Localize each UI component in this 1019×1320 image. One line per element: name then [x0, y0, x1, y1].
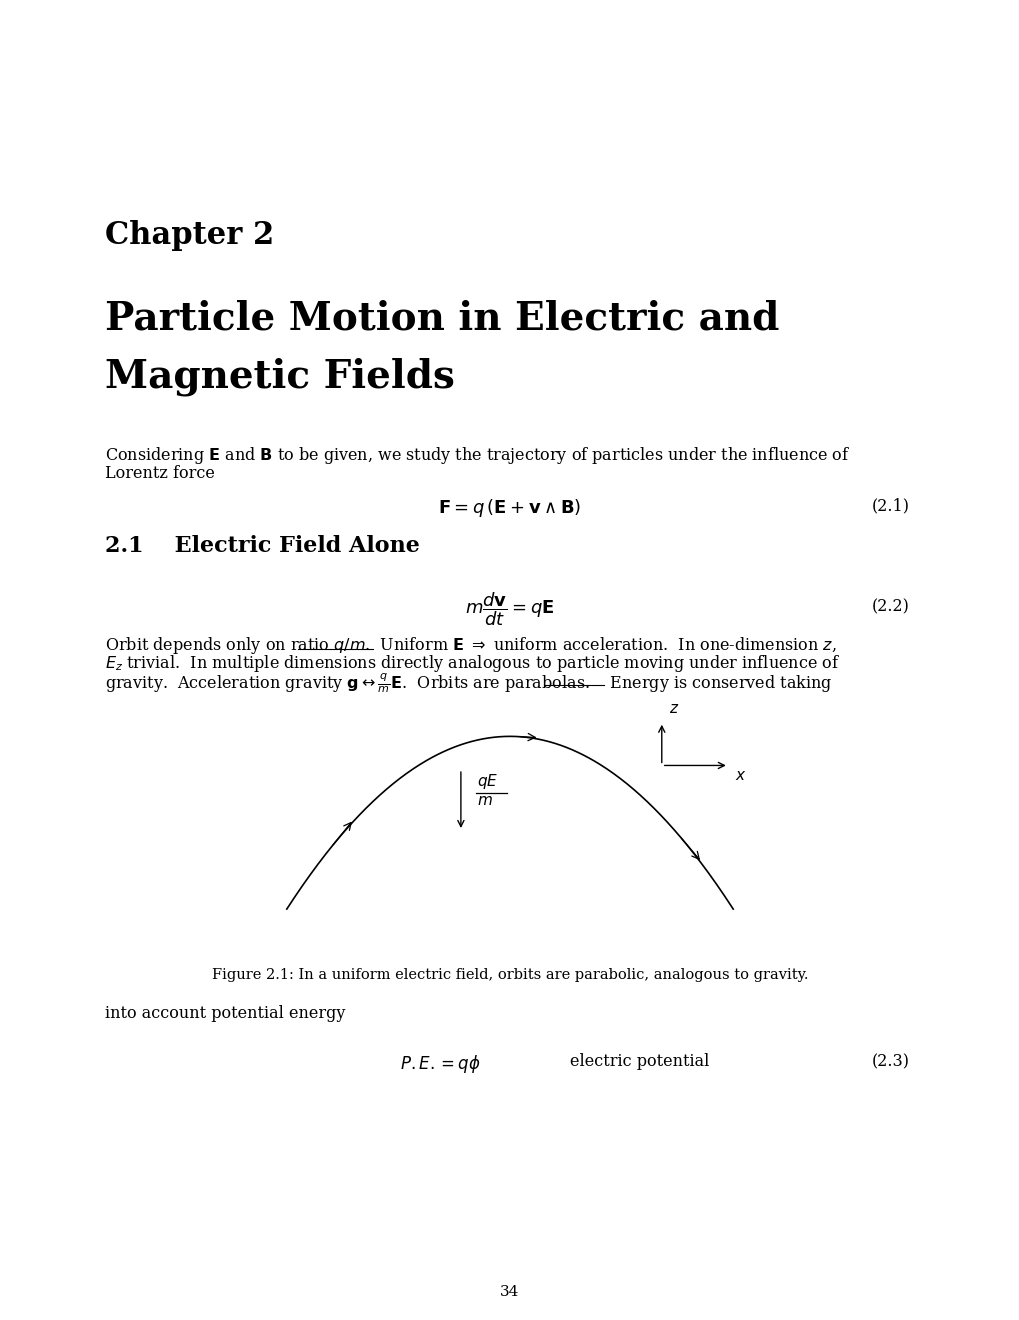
Text: $m$: $m$: [477, 795, 492, 808]
Text: Orbit depends only on ratio $q/m$.  Uniform $\mathbf{E}$ $\Rightarrow$ uniform a: Orbit depends only on ratio $q/m$. Unifo…: [105, 635, 836, 656]
Text: Particle Motion in Electric and: Particle Motion in Electric and: [105, 300, 779, 338]
Text: gravity.  Acceleration gravity $\mathbf{g} \leftrightarrow \frac{q}{m}\mathbf{E}: gravity. Acceleration gravity $\mathbf{g…: [105, 671, 832, 694]
Text: $x$: $x$: [735, 770, 746, 783]
Text: $z$: $z$: [668, 702, 679, 715]
Text: 34: 34: [500, 1284, 519, 1299]
Text: Figure 2.1: In a uniform electric field, orbits are parabolic, analogous to grav: Figure 2.1: In a uniform electric field,…: [212, 968, 807, 982]
Text: Chapter 2: Chapter 2: [105, 220, 274, 251]
Text: $E_z$ trivial.  In multiple dimensions directly analogous to particle moving und: $E_z$ trivial. In multiple dimensions di…: [105, 653, 840, 675]
Text: Considering $\mathbf{E}$ and $\mathbf{B}$ to be given, we study the trajectory o: Considering $\mathbf{E}$ and $\mathbf{B}…: [105, 445, 850, 466]
Text: (2.1): (2.1): [871, 498, 909, 513]
Text: Lorentz force: Lorentz force: [105, 465, 215, 482]
Text: electric potential: electric potential: [570, 1053, 708, 1071]
Text: 2.1    Electric Field Alone: 2.1 Electric Field Alone: [105, 535, 420, 557]
Text: (2.3): (2.3): [871, 1053, 909, 1071]
Text: $qE$: $qE$: [477, 772, 497, 791]
Text: (2.2): (2.2): [871, 598, 909, 615]
Text: Magnetic Fields: Magnetic Fields: [105, 358, 454, 396]
Text: $m\dfrac{d\mathbf{v}}{dt} = q\mathbf{E}$: $m\dfrac{d\mathbf{v}}{dt} = q\mathbf{E}$: [465, 590, 554, 627]
Text: into account potential energy: into account potential energy: [105, 1005, 345, 1022]
Text: $\mathbf{F} = q\,(\mathbf{E} + \mathbf{v} \wedge \mathbf{B})$: $\mathbf{F} = q\,(\mathbf{E} + \mathbf{v…: [438, 498, 581, 519]
Text: $P.E. = q\phi$: $P.E. = q\phi$: [399, 1053, 480, 1074]
